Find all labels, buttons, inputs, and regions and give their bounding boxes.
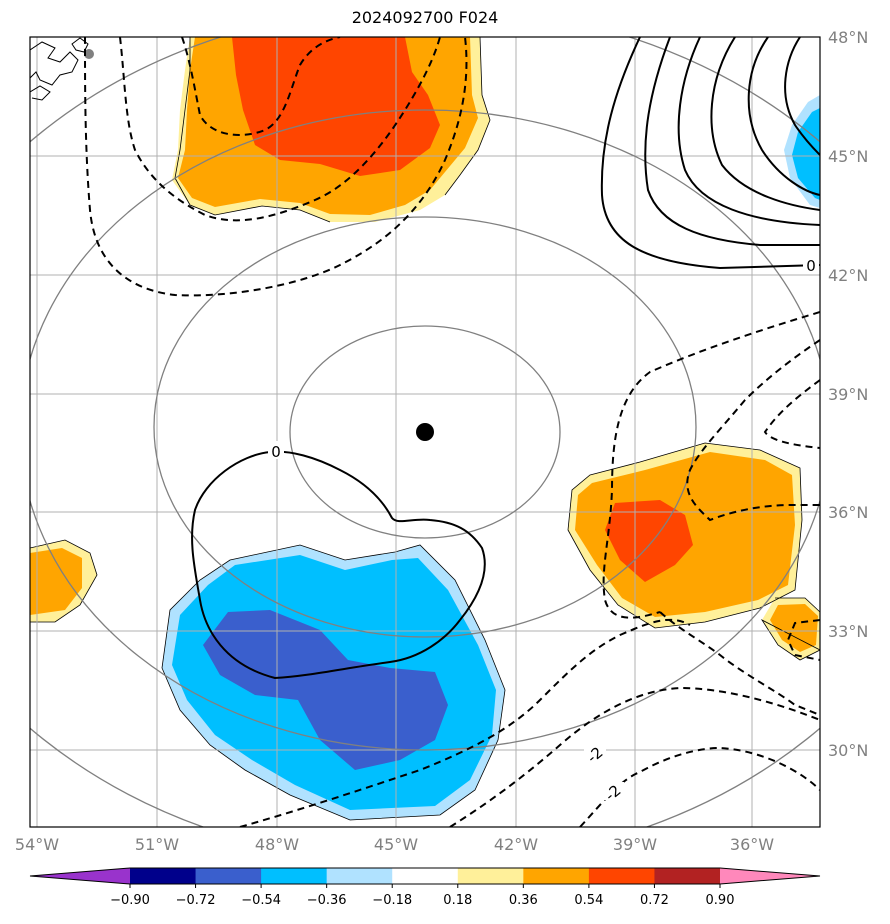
- warm-anomaly-outlines: [30, 37, 820, 661]
- warm-anomaly-east: [568, 443, 802, 628]
- colorbar-cell: [130, 868, 197, 884]
- contour-neg-north-outer: [84, 37, 468, 297]
- colorbar-tick-label: 0.18: [443, 893, 472, 908]
- longitude-labels: 54°W 51°W 48°W 45°W 42°W 39°W 36°W: [15, 835, 774, 854]
- lon-label: 48°W: [255, 835, 299, 854]
- colorbar-tick-label: 0.36: [509, 893, 538, 908]
- colorbar-extend-high: [720, 868, 820, 884]
- colorbar: −0.90 −0.72 −0.54 −0.36 −0.18 0.18 0.36 0.54 0.7…: [29, 867, 821, 908]
- lat-label: 30°N: [828, 741, 868, 760]
- colorbar-tick-label: −0.18: [372, 893, 412, 908]
- colorbar-cell: [261, 868, 328, 884]
- lon-label: 39°W: [613, 835, 657, 854]
- map-frame: [29, 36, 821, 828]
- dashed-contours: [84, 37, 820, 827]
- lon-label: 54°W: [15, 835, 59, 854]
- contour-zero-center: [191, 450, 486, 680]
- range-ring-1: [289, 325, 561, 539]
- latitude-labels: 48°N 45°N 42°N 39°N 36°N 33°N 30°N: [828, 28, 868, 760]
- colorbar-tick-label: 0.54: [574, 893, 603, 908]
- map-title: 2024092700 F024: [351, 8, 499, 27]
- warm-anomaly-north: [172, 37, 490, 222]
- lat-label: 36°N: [828, 503, 868, 522]
- lon-label: 45°W: [374, 835, 418, 854]
- contour-label-zero-center: 0: [271, 443, 281, 461]
- lat-label: 48°N: [828, 28, 868, 47]
- colorbar-cell: [588, 868, 655, 884]
- solid-contours: [191, 37, 820, 680]
- lat-label: 39°N: [828, 385, 868, 404]
- lon-label: 42°W: [494, 835, 538, 854]
- colorbar-tick-label: −0.90: [110, 893, 150, 908]
- contour-zero-northeast: [600, 37, 820, 270]
- coastline: [30, 37, 89, 101]
- colorbar-extend-low: [30, 868, 130, 884]
- range-ring-2: [153, 216, 697, 638]
- graticule: [30, 37, 820, 827]
- colorbar-tick-label: −0.36: [307, 893, 347, 908]
- range-ring-3: [30, 109, 820, 751]
- lon-label: 36°W: [730, 835, 774, 854]
- colorbar-cell: [326, 868, 393, 884]
- lon-label: 51°W: [135, 835, 179, 854]
- colorbar-cell: [654, 868, 721, 884]
- colorbar-cell: [523, 868, 590, 884]
- colorbar-tick-label: 0.90: [706, 893, 735, 908]
- lat-label: 45°N: [828, 147, 868, 166]
- colorbar-cell: [457, 868, 524, 884]
- storm-center-marker: [416, 423, 434, 441]
- contour-label-zero-northeast: 0: [806, 257, 816, 275]
- cold-anomaly-southwest: [161, 544, 506, 821]
- colorbar-cell: [195, 868, 262, 884]
- colorbar-cell: [392, 868, 459, 884]
- lat-label: 33°N: [828, 622, 868, 641]
- island-marker: [84, 49, 94, 59]
- warm-anomaly-west: [30, 540, 97, 622]
- colorbar-tick-label: −0.54: [241, 893, 281, 908]
- colorbar-tick-label: 0.72: [640, 893, 669, 908]
- colorbar-tick-label: −0.72: [176, 893, 216, 908]
- range-rings: [30, 37, 820, 827]
- lat-label: 42°N: [828, 266, 868, 285]
- contour-neg2-a: [449, 686, 820, 827]
